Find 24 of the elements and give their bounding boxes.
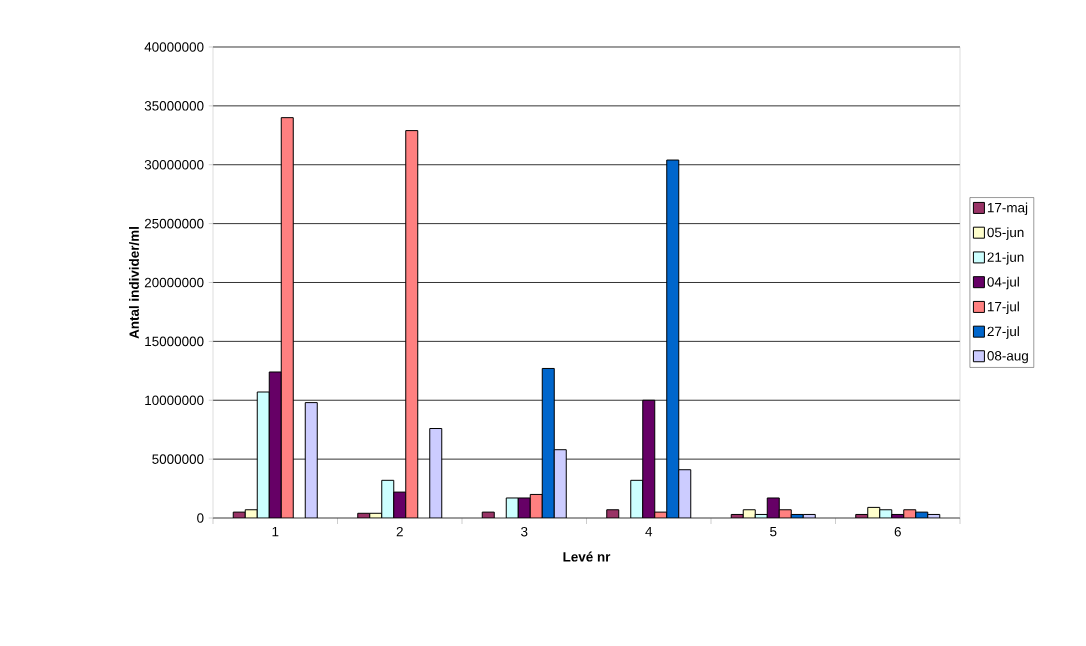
- x-tick-label: 2: [396, 526, 403, 537]
- x-tick-label: 5: [770, 526, 777, 537]
- y-tick-label: 10000000: [145, 395, 204, 405]
- y-tick-label: 40000000: [144, 42, 204, 52]
- x-tick-label: 3: [521, 526, 528, 537]
- x-axis-title: Levé nr: [563, 551, 611, 562]
- y-tick-label: 35000000: [144, 101, 204, 111]
- x-tick-label: 1: [272, 526, 279, 537]
- legend-label: 17-maj: [987, 202, 1028, 216]
- y-tick-label: 15000000: [145, 336, 204, 347]
- legend-label: 21-jun: [987, 252, 1024, 265]
- legend-label: 04-jul: [987, 276, 1019, 290]
- x-tick-label: 6: [894, 526, 901, 537]
- legend-label: 17-jul: [987, 301, 1019, 315]
- y-tick-label: 0: [197, 513, 204, 523]
- y-axis-title: Antal individer/ml: [129, 227, 140, 339]
- legend-label: 05-jun: [987, 227, 1024, 240]
- y-tick-label: 25000000: [144, 218, 204, 229]
- y-tick-label: 20000000: [144, 277, 204, 288]
- legend-label: 27-jul: [987, 326, 1019, 339]
- legend-label: 08-aug: [987, 351, 1028, 364]
- x-tick-label: 4: [645, 526, 653, 537]
- y-tick-label: 30000000: [144, 159, 204, 170]
- y-tick-label: 5000000: [152, 454, 204, 464]
